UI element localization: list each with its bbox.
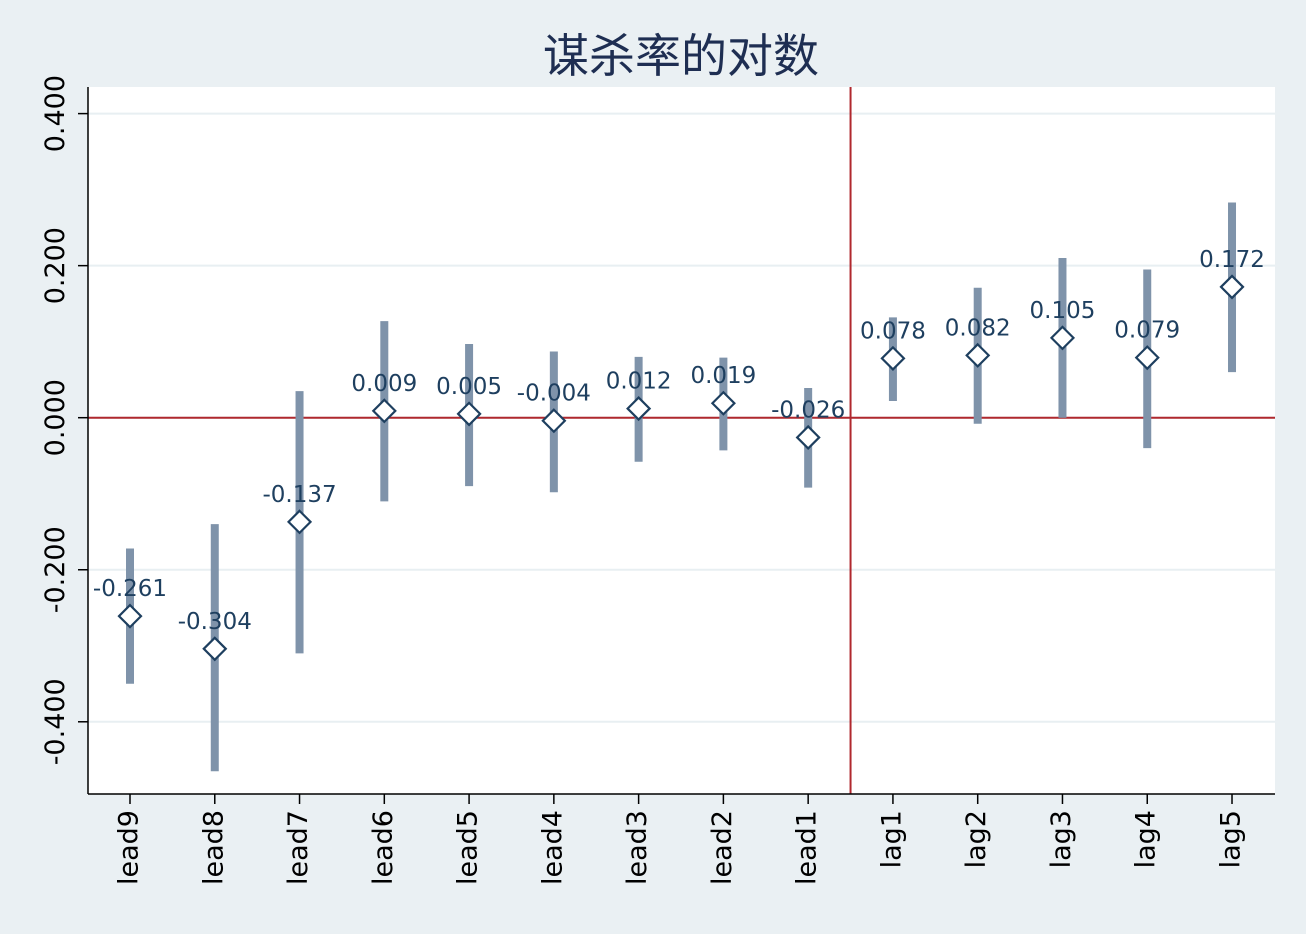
data-label-lead8: -0.304	[178, 609, 252, 635]
x-tick-label-lead2: lead2	[707, 810, 738, 885]
point-marker-lead2	[710, 390, 736, 416]
data-label-lag2: 0.082	[945, 315, 1011, 341]
x-tick-label-lag3: lag3	[1046, 810, 1077, 868]
point-marker-lead7	[286, 509, 313, 535]
data-label-lag1: 0.078	[860, 318, 926, 344]
point-markers	[117, 274, 1245, 662]
data-label-lead5: 0.005	[436, 374, 502, 400]
y-tick-label: -0.400	[40, 678, 71, 765]
data-label-lead1: -0.026	[771, 397, 845, 423]
plot-area	[88, 87, 1275, 794]
x-tick-label-lead4: lead4	[537, 810, 568, 885]
data-label-lag5: 0.172	[1199, 247, 1265, 273]
point-marker-lead4	[541, 408, 567, 434]
y-tick-label: 0.400	[40, 75, 71, 152]
point-marker-lag4	[1134, 345, 1160, 371]
data-label-lag3: 0.105	[1030, 298, 1096, 324]
x-tick-label-lag1: lag1	[876, 810, 907, 868]
data-label-lead6: 0.009	[351, 371, 417, 397]
point-marker-lag2	[965, 342, 991, 368]
y-tick-label: 0.000	[40, 379, 71, 456]
point-marker-lead8	[202, 636, 228, 662]
x-tick-label-lag5: lag5	[1216, 810, 1247, 868]
point-marker-lead1	[795, 424, 821, 451]
point-marker-lag1	[880, 345, 906, 371]
y-tick-label: -0.200	[40, 526, 71, 613]
axes: 0.400 0.200 0.000 -0.200 -0.400 lead9 lead8 lea…	[40, 75, 1275, 885]
x-tick-label-lead5: lead5	[453, 810, 484, 885]
x-tick-label-lead1: lead1	[792, 810, 823, 885]
data-labels: -0.261 -0.304 -0.137 0.009 0.005 -0.004 0.012 0…	[93, 247, 1265, 635]
data-label-lead3: 0.012	[606, 369, 672, 395]
x-tick-label-lead6: lead6	[368, 810, 399, 885]
point-marker-lag5	[1219, 274, 1245, 300]
x-tick-label-lead9: lead9	[114, 810, 145, 885]
point-marker-lead9	[117, 603, 143, 629]
reference-lines	[88, 87, 1275, 794]
x-tick-label-lead8: lead8	[198, 810, 229, 885]
data-label-lag4: 0.079	[1114, 318, 1180, 344]
point-marker-lag3	[1049, 325, 1076, 351]
point-marker-lead5	[456, 401, 482, 427]
x-tick-label-lag2: lag2	[961, 810, 992, 868]
data-label-lead2: 0.019	[690, 363, 756, 389]
y-tick-label: 0.200	[40, 227, 71, 304]
x-tick-label-lag4: lag4	[1131, 810, 1162, 868]
point-marker-lead3	[626, 396, 652, 422]
data-label-lead7: -0.137	[262, 482, 336, 508]
chart-title: 谋杀率的对数	[543, 29, 819, 83]
x-tick-label-lead7: lead7	[283, 810, 314, 885]
point-marker-lead6	[371, 398, 397, 424]
x-tick-label-lead3: lead3	[622, 810, 653, 885]
data-label-lead9: -0.261	[93, 576, 167, 602]
data-label-lead4: -0.004	[517, 381, 591, 407]
